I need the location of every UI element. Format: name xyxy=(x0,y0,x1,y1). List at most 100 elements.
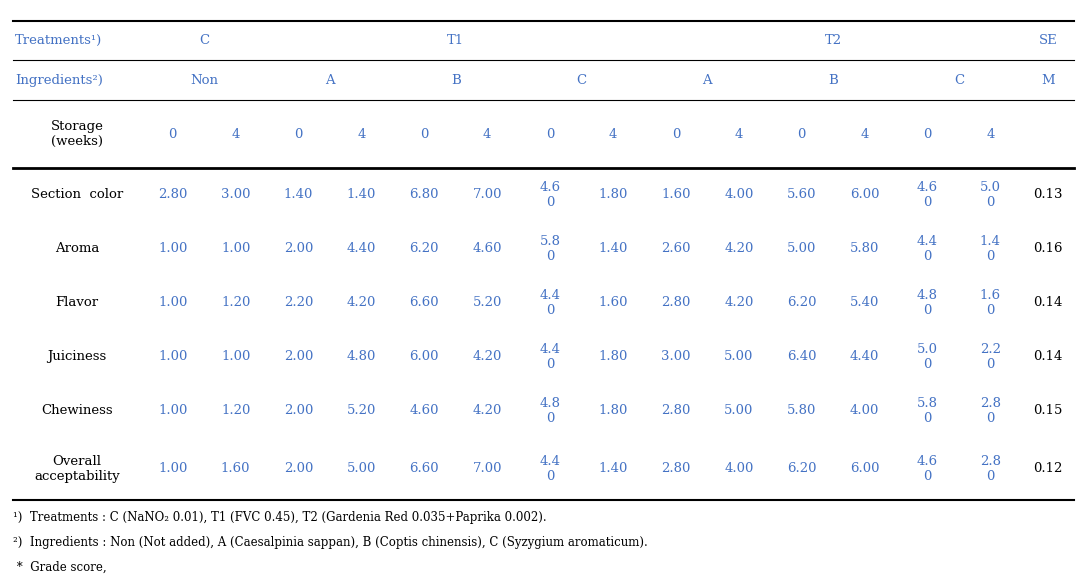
Text: 0: 0 xyxy=(295,127,302,141)
Text: 5.80: 5.80 xyxy=(850,242,879,255)
Text: 2.00: 2.00 xyxy=(284,404,313,417)
Text: SE: SE xyxy=(1038,34,1058,47)
Text: *  Grade score,: * Grade score, xyxy=(13,561,107,573)
Text: 1.20: 1.20 xyxy=(221,404,250,417)
Text: 4.00: 4.00 xyxy=(850,404,879,417)
Text: Aroma: Aroma xyxy=(55,242,99,255)
Text: ¹)  Treatments : C (NaNO₂ 0.01), T1 (FVC 0.45), T2 (Gardenia Red 0.035+Paprika 0: ¹) Treatments : C (NaNO₂ 0.01), T1 (FVC … xyxy=(13,511,547,524)
Text: 4.20: 4.20 xyxy=(473,404,502,417)
Text: 2.00: 2.00 xyxy=(284,242,313,255)
Text: 4.20: 4.20 xyxy=(724,296,753,309)
Text: 5.20: 5.20 xyxy=(473,296,502,309)
Text: 2.8
0: 2.8 0 xyxy=(979,455,1001,483)
Text: 1.00: 1.00 xyxy=(158,242,187,255)
Text: 4.60: 4.60 xyxy=(473,242,502,255)
Text: Chewiness: Chewiness xyxy=(41,404,113,417)
Text: 4.20: 4.20 xyxy=(473,350,502,363)
Text: 4.80: 4.80 xyxy=(347,350,376,363)
Text: 5.20: 5.20 xyxy=(347,404,376,417)
Text: 6.00: 6.00 xyxy=(850,462,879,475)
Text: 1.40: 1.40 xyxy=(284,188,313,201)
Text: 2.60: 2.60 xyxy=(661,242,690,255)
Text: 2.00: 2.00 xyxy=(284,350,313,363)
Text: 0: 0 xyxy=(798,127,805,141)
Text: 1.20: 1.20 xyxy=(221,296,250,309)
Text: Juiciness: Juiciness xyxy=(48,350,107,363)
Text: 6.20: 6.20 xyxy=(410,242,439,255)
Text: 4.6
0: 4.6 0 xyxy=(916,455,938,483)
Text: 1.00: 1.00 xyxy=(158,404,187,417)
Text: 1.00: 1.00 xyxy=(221,242,250,255)
Text: 0.14: 0.14 xyxy=(1033,296,1063,309)
Text: 0: 0 xyxy=(672,127,680,141)
Text: 5.0
0: 5.0 0 xyxy=(979,181,1001,209)
Text: 4: 4 xyxy=(609,127,617,141)
Text: T2: T2 xyxy=(825,34,841,47)
Text: 0: 0 xyxy=(168,127,177,141)
Text: Storage
(weeks): Storage (weeks) xyxy=(51,120,103,148)
Text: 6.60: 6.60 xyxy=(410,462,439,475)
Text: 0.16: 0.16 xyxy=(1033,242,1063,255)
Text: 5.8
0: 5.8 0 xyxy=(539,235,561,263)
Text: 6.20: 6.20 xyxy=(787,462,816,475)
Text: 6.40: 6.40 xyxy=(787,350,816,363)
Text: 1.80: 1.80 xyxy=(598,404,627,417)
Text: 3.00: 3.00 xyxy=(661,350,690,363)
Text: 4.4
0: 4.4 0 xyxy=(539,343,561,371)
Text: 1.80: 1.80 xyxy=(598,350,627,363)
Text: 1.60: 1.60 xyxy=(661,188,690,201)
Text: 4: 4 xyxy=(483,127,491,141)
Text: 1.40: 1.40 xyxy=(347,188,376,201)
Text: 7.00: 7.00 xyxy=(473,462,502,475)
Text: 5.60: 5.60 xyxy=(787,188,816,201)
Text: 2.00: 2.00 xyxy=(284,462,313,475)
Text: 0: 0 xyxy=(546,127,554,141)
Text: Ingredients²): Ingredients²) xyxy=(15,74,103,87)
Text: 2.8
0: 2.8 0 xyxy=(979,397,1001,425)
Text: 4: 4 xyxy=(358,127,365,141)
Text: B: B xyxy=(451,74,461,87)
Text: Section  color: Section color xyxy=(32,188,123,201)
Text: 7.00: 7.00 xyxy=(473,188,502,201)
Text: 0: 0 xyxy=(421,127,428,141)
Text: 0.13: 0.13 xyxy=(1033,188,1063,201)
Text: 4.8
0: 4.8 0 xyxy=(917,289,938,317)
Text: 5.8
0: 5.8 0 xyxy=(917,397,938,425)
Text: 4.4
0: 4.4 0 xyxy=(539,289,561,317)
Text: 4.40: 4.40 xyxy=(850,350,879,363)
Text: C: C xyxy=(576,74,587,87)
Text: 3.00: 3.00 xyxy=(221,188,250,201)
Text: 5.80: 5.80 xyxy=(787,404,816,417)
Text: 1.00: 1.00 xyxy=(158,350,187,363)
Text: 4.00: 4.00 xyxy=(724,462,753,475)
Text: Non: Non xyxy=(190,74,218,87)
Text: 0.15: 0.15 xyxy=(1033,404,1063,417)
Text: 1.60: 1.60 xyxy=(598,296,627,309)
Text: Treatments¹): Treatments¹) xyxy=(15,34,102,47)
Text: 4.4
0: 4.4 0 xyxy=(539,455,561,483)
Text: 1.40: 1.40 xyxy=(598,242,627,255)
Text: B: B xyxy=(828,74,838,87)
Text: 2.2
0: 2.2 0 xyxy=(979,343,1001,371)
Text: 4.20: 4.20 xyxy=(347,296,376,309)
Text: 5.00: 5.00 xyxy=(724,350,753,363)
Text: 6.20: 6.20 xyxy=(787,296,816,309)
Text: 4.4
0: 4.4 0 xyxy=(917,235,938,263)
Text: 2.80: 2.80 xyxy=(661,296,690,309)
Text: 4: 4 xyxy=(986,127,995,141)
Text: 6.00: 6.00 xyxy=(410,350,439,363)
Text: 1.40: 1.40 xyxy=(598,462,627,475)
Text: 5.00: 5.00 xyxy=(347,462,376,475)
Text: 4.40: 4.40 xyxy=(347,242,376,255)
Text: 6.00: 6.00 xyxy=(850,188,879,201)
Text: 1.80: 1.80 xyxy=(598,188,627,201)
Text: 4: 4 xyxy=(232,127,240,141)
Text: 0.14: 0.14 xyxy=(1033,350,1063,363)
Text: 4.8
0: 4.8 0 xyxy=(539,397,561,425)
Text: 4.00: 4.00 xyxy=(724,188,753,201)
Text: 4: 4 xyxy=(861,127,869,141)
Text: 6.60: 6.60 xyxy=(410,296,439,309)
Text: 4.60: 4.60 xyxy=(410,404,439,417)
Text: M: M xyxy=(1041,74,1054,87)
Text: C: C xyxy=(199,34,210,47)
